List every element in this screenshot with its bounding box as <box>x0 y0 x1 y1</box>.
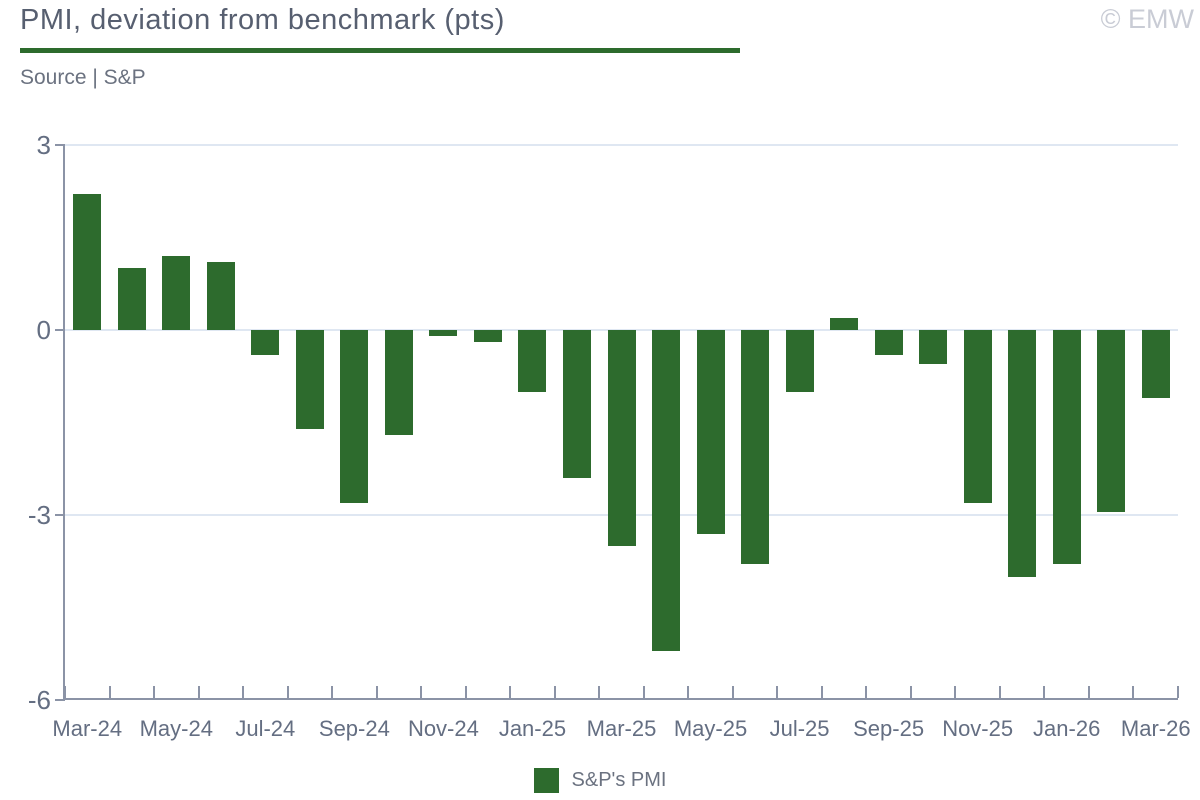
chart-legend: S&P's PMI <box>0 768 1200 793</box>
x-tick-label: Jul-25 <box>769 716 830 741</box>
bar-Sep-24 <box>340 330 369 503</box>
y-axis-tick <box>55 329 65 331</box>
bar-Apr-25 <box>652 330 681 651</box>
x-axis-tick <box>286 686 289 698</box>
x-tick-label: May-25 <box>673 716 748 741</box>
bar-May-25 <box>696 330 725 534</box>
x-tick-label: Jan-25 <box>498 716 567 741</box>
x-axis-tick <box>64 686 66 698</box>
bar-Sep-25 <box>874 330 903 355</box>
x-axis-tick <box>598 686 601 698</box>
x-tick-label: Mar-26 <box>1120 716 1191 741</box>
bar-Oct-25 <box>919 330 948 364</box>
x-axis-tick <box>687 686 690 698</box>
x-axis-tick <box>820 686 823 698</box>
x-axis-tick <box>909 686 912 698</box>
x-axis-tick <box>553 686 556 698</box>
bar-May-24 <box>162 256 191 330</box>
y-axis-tick <box>55 514 65 516</box>
bar-Nov-24 <box>429 330 458 337</box>
x-axis-tick <box>331 686 334 698</box>
x-tick-label: Mar-25 <box>586 716 657 741</box>
x-tick-label: Jan-26 <box>1033 716 1101 741</box>
x-axis-tick <box>642 686 645 698</box>
source-label: Source | S&P <box>20 66 146 89</box>
y-tick-label: -3 <box>27 500 51 530</box>
x-axis-tick <box>731 686 734 698</box>
x-tick-label: Jul-24 <box>235 716 296 741</box>
x-axis-tick <box>153 686 156 698</box>
x-axis-tick <box>1177 686 1179 698</box>
x-axis-tick <box>865 686 868 698</box>
bar-Jun-25 <box>741 330 770 565</box>
bar-Jan-26 <box>1052 330 1081 565</box>
bar-Apr-24 <box>117 268 146 330</box>
x-tick-label: May-24 <box>139 716 213 741</box>
x-tick-label: Nov-24 <box>407 716 479 741</box>
x-axis-tick <box>197 686 200 698</box>
x-axis-tick <box>420 686 423 698</box>
x-tick-label: Sep-24 <box>318 716 390 741</box>
bar-Jul-25 <box>785 330 814 392</box>
x-tick-label: Mar-24 <box>52 716 123 741</box>
bar-Aug-25 <box>830 317 859 330</box>
bar-Feb-25 <box>562 330 591 478</box>
bar-Dec-24 <box>473 330 502 343</box>
legend-swatch <box>533 768 559 793</box>
bar-Mar-25 <box>607 330 636 546</box>
x-axis-line <box>63 698 1178 700</box>
copyright-watermark: © EMW <box>1100 4 1194 34</box>
bar-Oct-24 <box>384 330 413 435</box>
bar-Mar-26 <box>1141 330 1170 398</box>
x-tick-label: Sep-25 <box>853 716 925 741</box>
bar-Nov-25 <box>963 330 992 503</box>
bar-Jul-24 <box>251 330 280 355</box>
x-axis-tick <box>1087 686 1090 698</box>
x-axis-tick <box>954 686 957 698</box>
x-axis-tick <box>1132 686 1135 698</box>
x-axis-tick <box>108 686 111 698</box>
y-tick-label: 3 <box>36 130 51 160</box>
x-axis-tick <box>509 686 512 698</box>
y-axis-line <box>63 145 65 700</box>
x-axis-tick <box>464 686 467 698</box>
x-axis-tick <box>375 686 378 698</box>
x-tick-label: Nov-25 <box>942 716 1014 741</box>
y-axis-tick <box>55 699 65 701</box>
bar-Feb-26 <box>1097 330 1126 512</box>
page-title: PMI, deviation from benchmark (pts) <box>20 4 505 36</box>
y-tick-label: 0 <box>36 315 51 345</box>
title-underline-rule <box>20 48 740 53</box>
gridline-3 <box>65 144 1178 146</box>
y-tick-label: -6 <box>27 685 51 715</box>
bar-Aug-24 <box>295 330 324 429</box>
x-axis-tick <box>1043 686 1046 698</box>
x-axis-tick <box>998 686 1001 698</box>
bar-Mar-24 <box>73 194 102 330</box>
x-axis-tick <box>242 686 245 698</box>
legend-label: S&P's PMI <box>571 769 667 791</box>
bar-Jun-24 <box>206 262 235 330</box>
bar-Jan-25 <box>518 330 547 392</box>
x-axis-tick <box>776 686 779 698</box>
bar-Dec-25 <box>1008 330 1037 577</box>
y-axis-tick <box>55 144 65 146</box>
